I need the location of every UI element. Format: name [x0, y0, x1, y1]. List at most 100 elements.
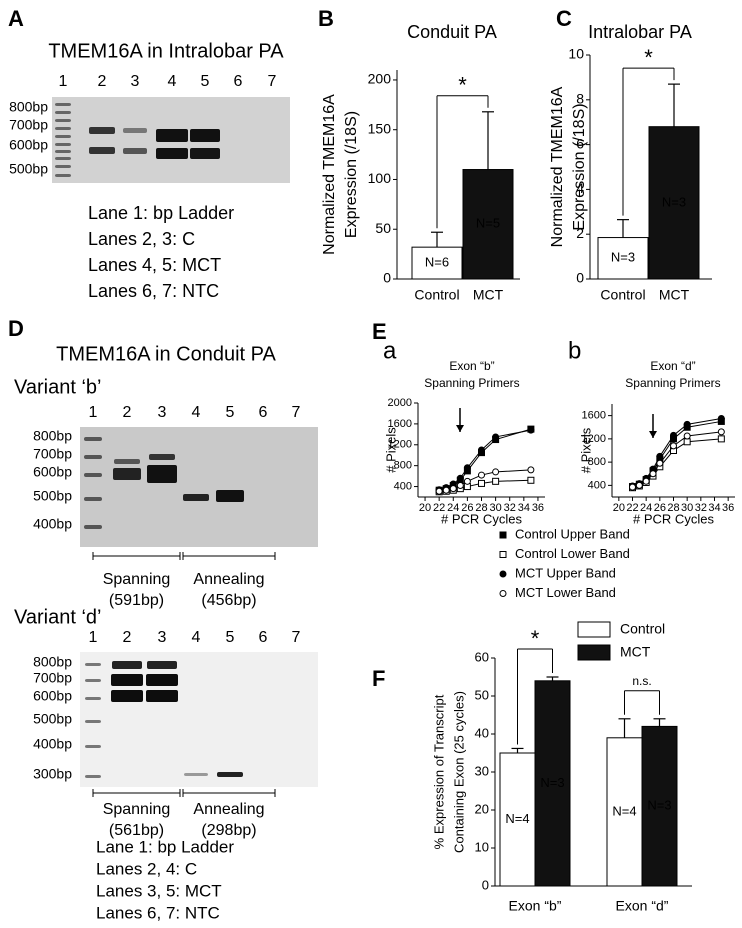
- size-marker: 600bp: [33, 464, 72, 480]
- significance-label: *: [531, 626, 540, 651]
- x-tick-label: 26: [654, 502, 666, 514]
- x-tick-label: 28: [667, 502, 679, 514]
- lane-number: 4: [192, 629, 201, 646]
- chart-title: Spanning Primers: [424, 376, 519, 390]
- gel-band: [85, 679, 101, 682]
- panel-label: E: [372, 319, 387, 344]
- gel-band: [55, 135, 71, 138]
- group-label: Spanning: [103, 801, 171, 818]
- lane-legend: Lanes 4, 5: MCT: [88, 255, 221, 275]
- x-tick-label: Exon “b”: [509, 898, 562, 914]
- legend-label: Control Lower Band: [515, 546, 630, 561]
- group-label: (561bp): [109, 822, 164, 839]
- size-marker: 600bp: [33, 688, 72, 704]
- lane-legend: Lanes 3, 5: MCT: [96, 881, 222, 900]
- gel-band: [112, 661, 142, 669]
- x-tick-label: MCT: [473, 287, 504, 303]
- panel-label: D: [8, 316, 24, 341]
- x-tick-label: MCT: [659, 287, 690, 303]
- size-marker: 600bp: [9, 137, 48, 153]
- y-axis-label: # Pixels: [578, 427, 593, 473]
- x-tick-label: 34: [518, 502, 530, 514]
- data-point: [717, 435, 725, 443]
- gel-band: [89, 147, 115, 154]
- lane-number: 2: [98, 73, 107, 90]
- lane-legend: Lane 1: bp Ladder: [88, 203, 234, 223]
- gel-band: [55, 150, 71, 153]
- lane-legend: Lanes 6, 7: NTC: [96, 903, 220, 922]
- bar: [411, 246, 463, 280]
- y-tick-label: 800: [588, 456, 606, 468]
- legend-swatch: [577, 621, 611, 638]
- gel-band: [123, 148, 147, 154]
- gel-band: [85, 745, 101, 748]
- gel-image: [80, 427, 318, 547]
- lane-number: 5: [226, 629, 235, 646]
- data-point: [456, 482, 464, 490]
- panel-label: B: [318, 6, 334, 31]
- gel-band: [156, 148, 188, 159]
- gel-band: [147, 661, 177, 669]
- bar: [648, 126, 700, 280]
- data-point: [435, 487, 443, 495]
- lane-legend: Lanes 2, 3: C: [88, 229, 195, 249]
- bar-label: N=4: [505, 811, 529, 826]
- size-marker: 300bp: [33, 766, 72, 782]
- y-axis-label: Containing Exon (25 cycles): [451, 691, 466, 853]
- data-point: [642, 477, 650, 485]
- arrow-head: [649, 431, 657, 438]
- significance-label: *: [644, 45, 653, 70]
- gel-band: [84, 455, 102, 459]
- y-tick-label: 50: [475, 687, 489, 702]
- x-tick-label: 36: [722, 502, 734, 514]
- gel-band: [217, 772, 243, 777]
- x-axis-label: # PCR Cycles: [633, 511, 714, 526]
- size-marker: 800bp: [33, 428, 72, 444]
- x-tick-label: 24: [640, 502, 652, 514]
- lane-legend: Lane 1: bp Ladder: [96, 837, 234, 856]
- data-point: [635, 481, 643, 489]
- arrow-head: [456, 425, 464, 432]
- gel-band: [184, 773, 208, 776]
- bar: [641, 725, 678, 887]
- x-tick-label: 20: [419, 502, 431, 514]
- group-label: Annealing: [193, 801, 264, 818]
- y-tick-label: 1600: [388, 418, 412, 430]
- lane-number: 7: [268, 73, 277, 90]
- bar-label: N=4: [612, 803, 636, 818]
- gel-band: [111, 674, 143, 686]
- x-tick-label: Control: [414, 287, 459, 303]
- data-point: [478, 479, 485, 487]
- gel-band: [123, 128, 147, 133]
- gel-title: TMEM16A in Intralobar PA: [48, 40, 284, 62]
- lane-number: 5: [226, 404, 235, 421]
- bar-label: N=3: [611, 250, 635, 265]
- x-tick-label: 30: [489, 502, 501, 514]
- gel-title: TMEM16A in Conduit PA: [56, 343, 276, 365]
- panel-label: C: [556, 6, 572, 31]
- y-tick-label: 400: [394, 480, 412, 492]
- y-tick-label: 50: [375, 220, 391, 236]
- data-point: [670, 431, 677, 439]
- x-tick-label: 22: [626, 502, 638, 514]
- data-point: [527, 426, 535, 434]
- lane-number: 1: [89, 629, 98, 646]
- data-point: [478, 446, 485, 454]
- lane-number: 2: [123, 404, 132, 421]
- legend-label: MCT: [620, 644, 651, 660]
- data-point: [717, 415, 725, 423]
- gel-band: [216, 490, 244, 502]
- gel-band: [111, 690, 143, 702]
- legend-label: MCT Lower Band: [515, 585, 616, 600]
- gel-band: [113, 468, 141, 480]
- bar: [462, 169, 514, 280]
- gel-image: [80, 652, 318, 787]
- legend-label: MCT Upper Band: [515, 565, 616, 580]
- x-tick-label: 26: [461, 502, 473, 514]
- legend-marker: [499, 570, 507, 578]
- gel-band: [84, 473, 102, 477]
- size-marker: 700bp: [9, 117, 48, 133]
- lane-number: 3: [158, 404, 167, 421]
- x-tick-label: 30: [681, 502, 693, 514]
- data-point: [683, 420, 691, 428]
